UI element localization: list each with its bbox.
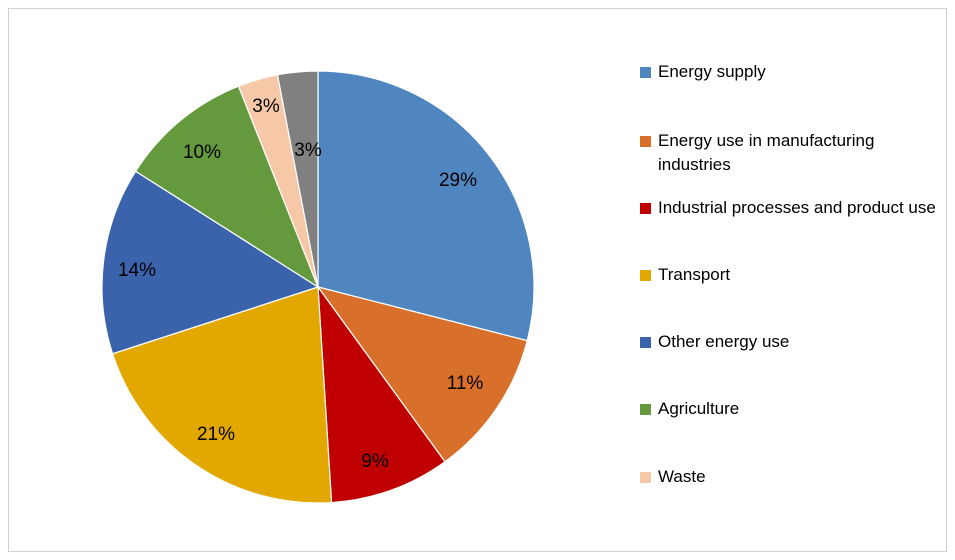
legend-swatch (640, 136, 651, 147)
slice-label: 21% (197, 424, 235, 445)
legend-swatch (640, 337, 651, 348)
slice-label: 11% (447, 373, 484, 394)
pie-slice (101, 170, 320, 355)
legend-swatch (640, 203, 651, 214)
slice-label: 29% (439, 170, 477, 191)
legend-swatch (640, 472, 651, 483)
legend-label: Energy supply (658, 62, 766, 81)
legend-item: Energy supply (640, 60, 940, 84)
legend-item: Waste (640, 465, 940, 489)
slice-label: 14% (118, 260, 156, 281)
legend-label: Other energy use (658, 332, 790, 351)
legend-label: Waste (658, 467, 706, 486)
legend-item: Industrial processes and product use (640, 196, 940, 220)
legend-item: Energy use in manufacturing industries (640, 129, 940, 177)
legend-swatch (640, 67, 651, 78)
slice-label: 3% (252, 96, 280, 117)
pie-slice (111, 286, 333, 504)
pie-slice (316, 286, 528, 463)
pie-slice (317, 70, 535, 342)
slice-label: 3% (294, 140, 322, 161)
pie-slice (276, 70, 319, 288)
legend-label: Agriculture (658, 399, 740, 418)
slice-label: 10% (183, 142, 221, 163)
legend-item: Transport (640, 263, 940, 287)
legend-item: Other energy use (640, 330, 940, 354)
legend-label: Industrial processes and product use (658, 198, 936, 217)
legend-item: Agriculture (640, 397, 940, 421)
pie-slice (134, 85, 320, 289)
pie-slice (317, 284, 446, 504)
legend-label: Energy use in manufacturing industries (658, 131, 875, 174)
legend-swatch (640, 270, 651, 281)
slice-label: 9% (361, 451, 389, 472)
legend-label: Transport (658, 265, 731, 284)
legend-swatch (640, 404, 651, 415)
